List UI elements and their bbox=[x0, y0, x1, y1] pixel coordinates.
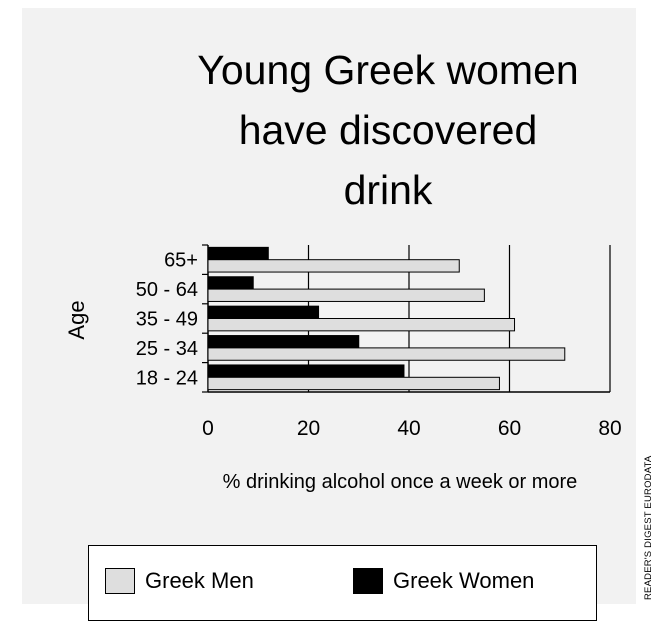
x-tick-label-20: 20 bbox=[297, 417, 320, 440]
x-tick-label-0: 0 bbox=[202, 417, 214, 440]
bar-men-65 bbox=[207, 259, 460, 273]
legend-label-men: Greek Men bbox=[145, 568, 254, 593]
source-credit: READER'S DIGEST EURODATA bbox=[643, 455, 652, 600]
legend-item-women: Greek Women bbox=[353, 566, 534, 596]
bar-men-50-64 bbox=[207, 288, 485, 302]
legend-swatch-women bbox=[353, 568, 383, 594]
x-tick-label-60: 60 bbox=[498, 417, 521, 440]
y-axis-label: Age bbox=[64, 300, 89, 339]
bar-men-35-49 bbox=[207, 318, 516, 332]
bar-women-35-49 bbox=[207, 305, 320, 320]
bar-women-65 bbox=[207, 246, 269, 261]
y-tick-label-65: 65+ bbox=[164, 250, 198, 272]
title-line-1: Young Greek women bbox=[197, 47, 579, 93]
legend-item-men: Greek Men bbox=[105, 566, 254, 596]
y-tick-label-35-49: 35 - 49 bbox=[136, 309, 198, 331]
bar-women-50-64 bbox=[207, 276, 254, 290]
bar-men-25-34 bbox=[207, 347, 566, 361]
legend: Greek Men Greek Women bbox=[88, 545, 597, 621]
y-tick-label-18-24: 18 - 24 bbox=[136, 367, 198, 389]
x-tick-label-40: 40 bbox=[397, 417, 420, 440]
y-tick-label-25-34: 25 - 34 bbox=[136, 338, 198, 360]
chart-title: Young Greek women have discovered drink bbox=[168, 40, 608, 220]
x-axis-label: % drinking alcohol once a week or more bbox=[222, 471, 578, 493]
title-line-2: have discovered bbox=[238, 107, 538, 153]
chart-panel bbox=[22, 8, 636, 604]
title-line-3: drink bbox=[343, 167, 433, 213]
bar-women-18-24 bbox=[207, 364, 405, 378]
bar-women-25-34 bbox=[207, 335, 360, 349]
x-tick-label-80: 80 bbox=[598, 417, 621, 440]
legend-label-women: Greek Women bbox=[393, 568, 535, 593]
y-tick-label-50-64: 50 - 64 bbox=[136, 279, 198, 301]
legend-swatch-men bbox=[105, 568, 135, 594]
bar-men-18-24 bbox=[207, 376, 500, 391]
